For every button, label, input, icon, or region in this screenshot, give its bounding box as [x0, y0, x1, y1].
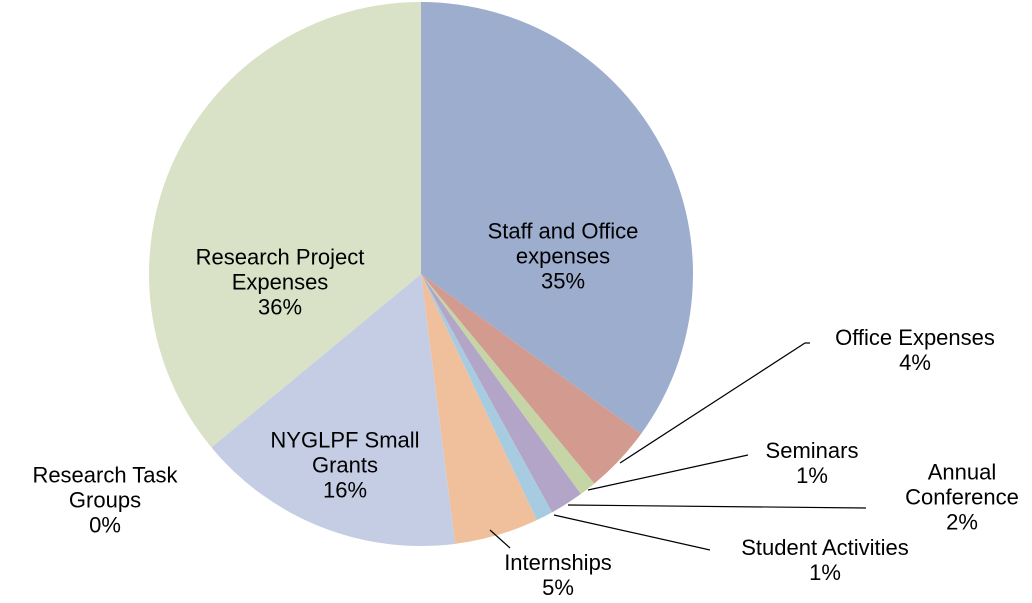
percent-label: 0%: [89, 512, 121, 538]
percent-label: 36%: [257, 294, 303, 320]
percent-label: 5%: [542, 575, 574, 600]
category-name: Research Task Groups: [32, 462, 178, 513]
category-name: Office Expenses: [835, 325, 995, 350]
percent-label: 16%: [322, 477, 368, 503]
pie-slice: [211, 274, 421, 448]
slice-label: Seminars 1%: [732, 438, 892, 488]
pie-slice: [421, 274, 595, 495]
category-name: Student Activities: [741, 535, 909, 560]
category-name: NYGLPF Small Grants: [270, 427, 420, 478]
pie-slice: [421, 274, 553, 521]
percent-label: 2%: [946, 509, 978, 535]
category-name: Internships: [504, 550, 612, 575]
pie-slice: [421, 274, 537, 544]
percent-label: 35%: [540, 268, 586, 294]
slice-label: Internships 5%: [458, 550, 658, 600]
slice-label: Student Activities 1%: [695, 535, 955, 585]
category-name: Research Project Expenses: [195, 244, 365, 295]
slice-label: NYGLPF Small Grants 16%: [265, 428, 425, 503]
slice-label: Research Project Expenses 36%: [180, 245, 380, 320]
leader-line: [587, 454, 749, 491]
percent-label: 4%: [899, 350, 931, 375]
category-name: Staff and Office expenses: [487, 218, 639, 269]
category-name: Seminars: [765, 438, 859, 463]
leader-line: [553, 514, 711, 551]
slice-label: Annual Conference 2%: [897, 460, 1027, 535]
percent-label: 1%: [796, 463, 828, 488]
leader-line: [619, 342, 810, 464]
pie-slice: [421, 274, 642, 484]
pie-slice: [421, 2, 693, 434]
slice-label: Office Expenses 4%: [785, 325, 1032, 375]
percent-label: 1%: [809, 560, 841, 585]
leader-line: [489, 529, 511, 549]
pie-slice: [211, 274, 456, 547]
pie-slice: [421, 274, 581, 513]
category-name: Annual Conference: [905, 459, 1019, 510]
slice-label: Staff and Office expenses 35%: [458, 219, 668, 294]
pie-slice: [148, 2, 421, 448]
leader-line: [567, 504, 867, 509]
slice-label: Research Task Groups 0%: [5, 463, 205, 538]
